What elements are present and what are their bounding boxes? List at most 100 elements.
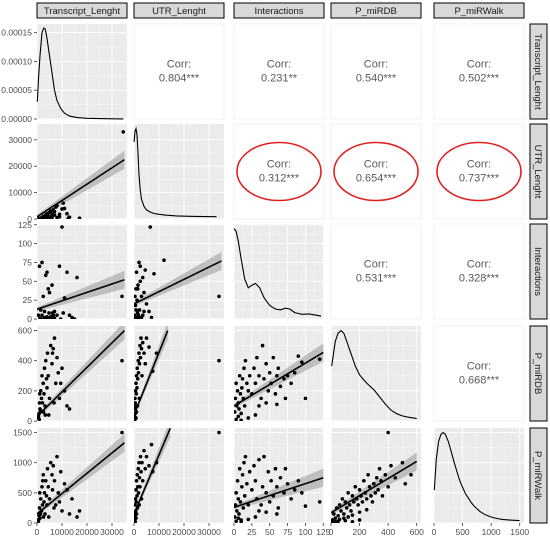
data-point xyxy=(262,454,266,459)
data-point xyxy=(42,309,47,314)
data-point xyxy=(138,485,142,489)
data-point xyxy=(38,389,43,393)
x-axis-tick-label: 100 xyxy=(298,527,312,537)
data-point xyxy=(139,336,143,340)
data-point xyxy=(344,506,349,510)
correlation-label: Corr: xyxy=(467,259,491,271)
x-axis-tick-label: 10000 xyxy=(147,527,171,537)
regression-line xyxy=(134,330,169,416)
data-point xyxy=(55,313,59,318)
data-point xyxy=(142,448,146,453)
data-point xyxy=(246,416,251,420)
correlation-panel: Corr: 0.312*** xyxy=(233,123,325,220)
data-point xyxy=(266,389,271,393)
highlight-circle xyxy=(333,141,419,202)
data-point xyxy=(140,373,144,378)
data-point xyxy=(62,296,67,300)
correlation-value: 0.231** xyxy=(261,73,298,85)
data-point xyxy=(239,418,243,421)
data-point xyxy=(41,381,46,386)
column-strip-label: UTR_Lenght xyxy=(152,6,206,17)
data-point xyxy=(144,336,149,340)
y-axis-tick-label: 0.00000 xyxy=(1,114,32,124)
data-point xyxy=(369,494,373,498)
data-point xyxy=(235,478,240,483)
data-point xyxy=(135,376,140,381)
density-curve xyxy=(233,228,322,317)
data-point xyxy=(40,373,44,378)
data-point xyxy=(134,519,137,523)
data-point xyxy=(38,512,43,516)
data-point xyxy=(67,313,72,318)
density-panel xyxy=(433,428,524,524)
column-strip xyxy=(233,2,325,19)
data-point xyxy=(134,488,138,492)
data-point xyxy=(37,417,42,421)
data-point xyxy=(242,460,246,465)
data-point xyxy=(255,355,259,360)
y-axis-tick-label: 1500 xyxy=(13,428,32,438)
data-point xyxy=(269,478,273,483)
panel-background xyxy=(330,123,422,220)
x-axis-tick-label: 0 xyxy=(232,527,237,537)
data-point xyxy=(43,512,47,516)
data-point xyxy=(37,401,42,405)
data-point xyxy=(235,509,239,513)
row-strip-label: Transcript_Lenght xyxy=(532,33,543,110)
data-point xyxy=(350,513,355,517)
row-strip xyxy=(529,427,548,524)
data-point xyxy=(43,317,48,319)
data-point xyxy=(56,370,61,375)
panel-contents xyxy=(37,430,126,523)
data-point xyxy=(234,515,237,519)
data-point xyxy=(138,355,143,360)
data-point xyxy=(236,414,241,419)
data-point xyxy=(46,413,51,417)
data-point xyxy=(154,351,159,355)
data-point xyxy=(43,413,48,417)
panel-contents xyxy=(37,326,126,421)
data-point xyxy=(346,515,350,519)
data-point xyxy=(137,351,141,355)
data-point xyxy=(234,396,238,401)
regression-line xyxy=(37,158,125,218)
data-point xyxy=(53,503,58,507)
data-point xyxy=(144,302,149,306)
x-axis-tick-label: 1000 xyxy=(482,527,501,537)
y-axis-tick-label: 0 xyxy=(27,214,32,224)
data-point xyxy=(47,497,52,501)
density-curve xyxy=(433,431,520,522)
data-point xyxy=(48,460,53,465)
data-point xyxy=(275,402,279,407)
density-panel xyxy=(233,224,324,320)
data-point xyxy=(136,358,141,363)
data-point xyxy=(52,213,57,217)
scatter-panel xyxy=(233,326,324,422)
x-axis-tick-label: 75 xyxy=(283,527,293,537)
data-point xyxy=(253,515,258,519)
density-curve xyxy=(331,329,417,420)
panel-background xyxy=(433,23,525,120)
data-point xyxy=(360,500,365,504)
data-point xyxy=(134,294,137,299)
data-point xyxy=(45,386,49,390)
data-point xyxy=(370,500,375,504)
data-point xyxy=(253,381,258,386)
data-point xyxy=(296,354,301,358)
data-point xyxy=(61,311,66,315)
data-point xyxy=(52,478,57,483)
data-point xyxy=(366,472,370,477)
data-point xyxy=(380,494,385,498)
y-axis-tick-label: 75 xyxy=(23,257,33,267)
density-panel xyxy=(330,326,421,422)
x-axis-tick-label: 0 xyxy=(132,527,137,537)
correlation-panel: Corr: 0.531*** xyxy=(330,223,422,320)
data-point xyxy=(57,212,62,217)
correlation-label: Corr: xyxy=(167,59,191,71)
y-axis-tick-label: 0.00015 xyxy=(1,28,32,38)
data-point xyxy=(240,472,245,477)
column-strip xyxy=(433,2,525,19)
data-point xyxy=(37,506,42,510)
data-point xyxy=(41,472,46,477)
data-point xyxy=(53,381,58,386)
